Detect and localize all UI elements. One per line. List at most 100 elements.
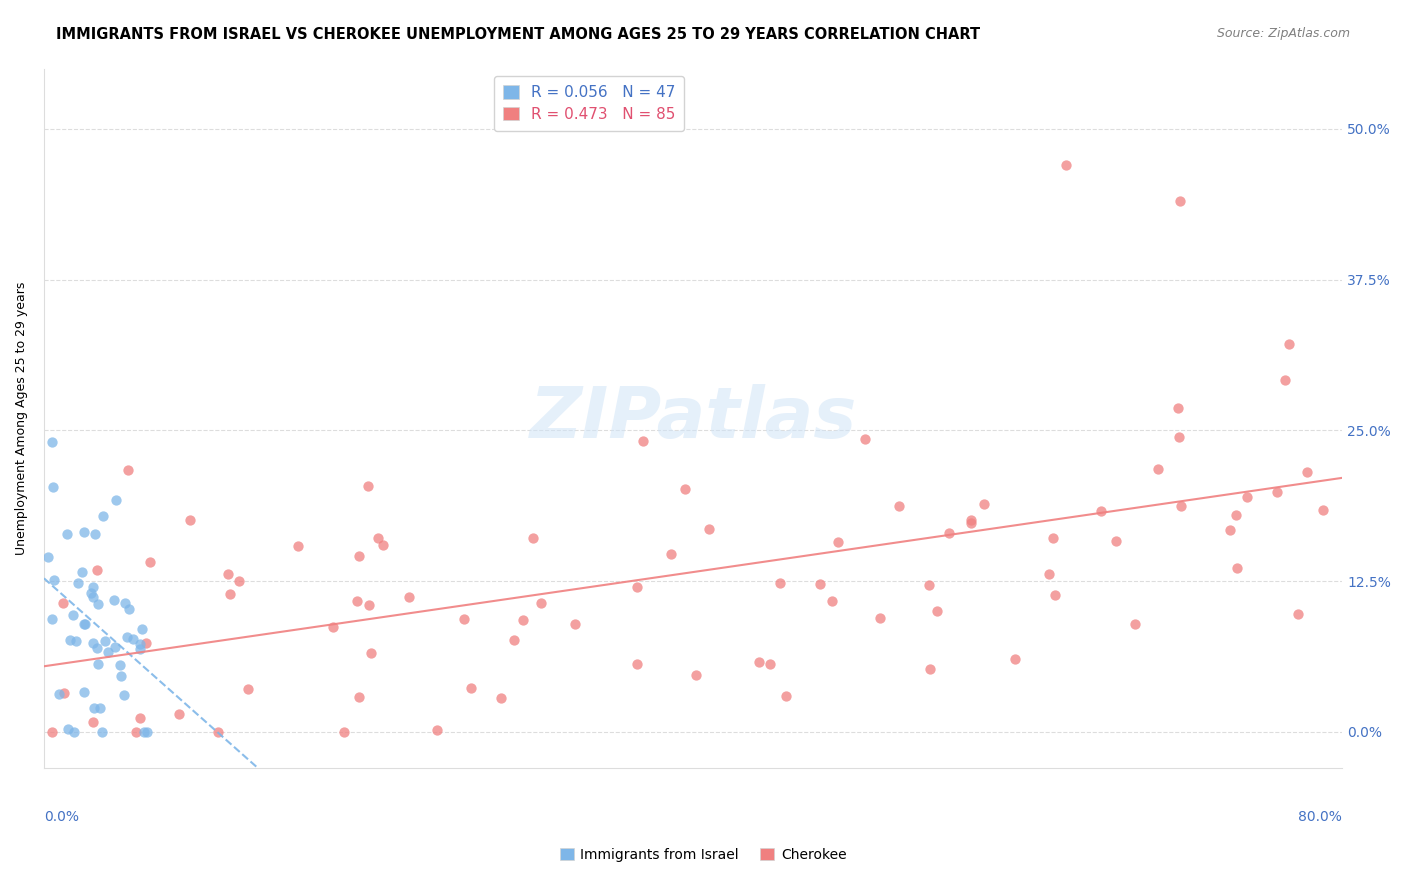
Point <box>42 480 65 494</box>
Point <box>1286 607 1309 621</box>
Point <box>347 549 370 563</box>
Legend: R = 0.056   N = 47, R = 0.473   N = 85: R = 0.056 N = 47, R = 0.473 N = 85 <box>494 76 685 131</box>
Point <box>367 531 389 545</box>
Point <box>48 687 70 701</box>
Point <box>827 535 849 549</box>
Point <box>1236 490 1258 504</box>
Point <box>503 633 526 648</box>
Point <box>118 602 141 616</box>
Point <box>139 555 162 569</box>
Point <box>121 632 143 646</box>
Point <box>37 550 59 565</box>
Point <box>67 576 90 591</box>
Point <box>65 634 87 648</box>
Point <box>73 685 96 699</box>
Point <box>887 499 910 513</box>
Point <box>125 724 148 739</box>
Point <box>1312 503 1334 517</box>
Point <box>84 527 107 541</box>
Point <box>41 724 63 739</box>
Point <box>1042 531 1064 545</box>
Point <box>697 522 720 536</box>
Point <box>228 574 250 589</box>
Point <box>347 690 370 704</box>
Text: ZIPatlas: ZIPatlas <box>530 384 856 453</box>
Point <box>775 689 797 703</box>
Point <box>72 566 94 580</box>
Point <box>960 516 983 531</box>
Point <box>918 577 941 591</box>
Point <box>522 531 544 545</box>
Point <box>86 657 108 672</box>
Point <box>82 590 104 604</box>
Point <box>1147 462 1170 476</box>
Text: 80.0%: 80.0% <box>1298 810 1343 824</box>
Point <box>1225 508 1247 523</box>
Point <box>398 591 420 605</box>
Point <box>938 526 960 541</box>
Text: 0.0%: 0.0% <box>44 810 79 824</box>
Point <box>128 711 150 725</box>
Point <box>115 630 138 644</box>
Point <box>91 509 114 524</box>
Text: IMMIGRANTS FROM ISRAEL VS CHEROKEE UNEMPLOYMENT AMONG AGES 25 TO 29 YEARS CORREL: IMMIGRANTS FROM ISRAEL VS CHEROKEE UNEMP… <box>56 27 980 42</box>
Point <box>371 538 394 552</box>
Point <box>103 592 125 607</box>
Point <box>82 715 104 730</box>
Point <box>56 722 79 736</box>
Point <box>136 724 159 739</box>
Point <box>53 686 76 700</box>
Point <box>86 563 108 577</box>
Point <box>1265 485 1288 500</box>
Point <box>1278 336 1301 351</box>
Point <box>769 576 792 591</box>
Point <box>82 636 104 650</box>
Point <box>959 513 981 527</box>
Point <box>42 573 65 587</box>
Point <box>357 598 380 612</box>
Point <box>86 597 108 611</box>
Point <box>97 645 120 659</box>
Point <box>110 658 132 673</box>
Point <box>1226 561 1249 575</box>
Point <box>105 493 128 508</box>
Point <box>110 669 132 683</box>
Text: Source: ZipAtlas.com: Source: ZipAtlas.com <box>1216 27 1350 40</box>
Point <box>72 524 94 539</box>
Point <box>1054 158 1077 172</box>
Point <box>453 612 475 626</box>
Point <box>75 617 97 632</box>
Point <box>360 646 382 660</box>
Point <box>1104 533 1126 548</box>
Point <box>426 723 449 738</box>
Point <box>673 482 696 496</box>
Point <box>117 463 139 477</box>
Point <box>129 637 152 651</box>
Point <box>1296 465 1319 479</box>
Point <box>1219 523 1241 537</box>
Point <box>1274 373 1296 387</box>
Point <box>236 682 259 697</box>
Point <box>1168 194 1191 209</box>
Point <box>853 432 876 446</box>
Point <box>112 688 135 702</box>
Point <box>659 547 682 561</box>
Point <box>1125 617 1147 632</box>
Point <box>973 497 995 511</box>
Point <box>94 634 117 648</box>
Point <box>512 613 534 627</box>
Point <box>808 577 831 591</box>
Point <box>685 668 707 682</box>
Point <box>90 724 112 739</box>
Point <box>86 641 108 656</box>
Point <box>58 632 80 647</box>
Point <box>530 596 553 610</box>
Point <box>631 434 654 448</box>
Point <box>207 724 229 739</box>
Point <box>83 701 105 715</box>
Point <box>41 435 63 450</box>
Point <box>1090 504 1112 518</box>
Legend: Immigrants from Israel, Cherokee: Immigrants from Israel, Cherokee <box>554 842 852 867</box>
Point <box>179 512 201 526</box>
Point <box>748 655 770 669</box>
